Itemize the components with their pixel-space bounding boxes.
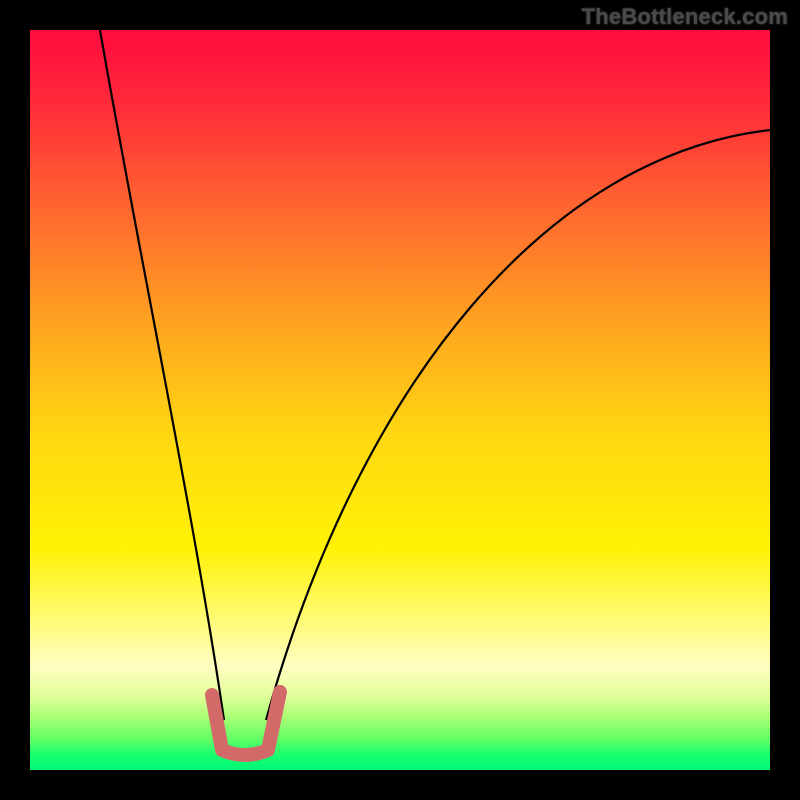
plot-background-gradient <box>30 30 770 770</box>
chart-container: TheBottleneck.com <box>0 0 800 800</box>
watermark-text: TheBottleneck.com <box>582 4 788 30</box>
bottleneck-curve-chart <box>0 0 800 800</box>
